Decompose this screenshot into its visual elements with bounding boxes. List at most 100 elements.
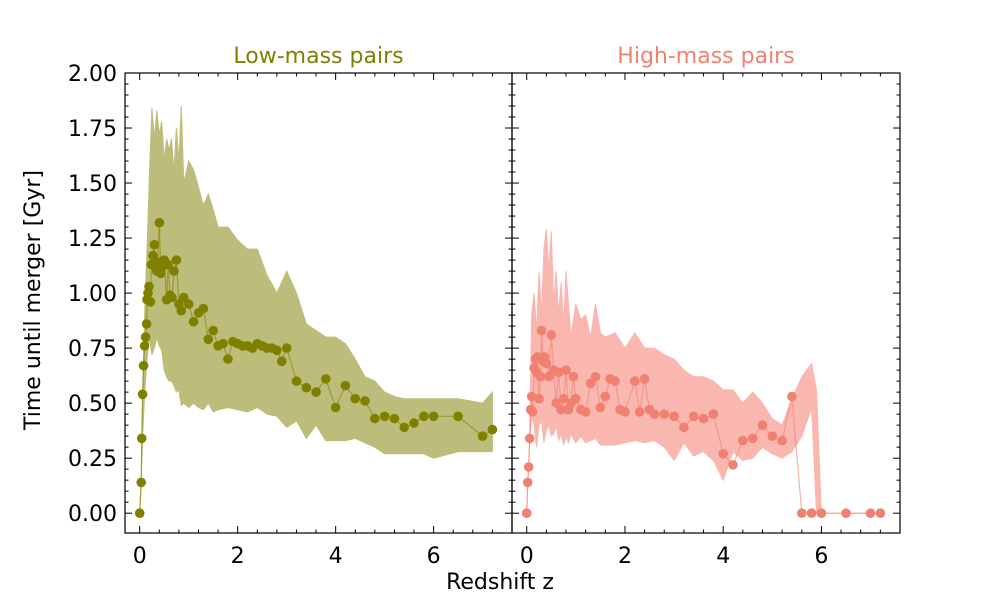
data-point xyxy=(139,341,150,351)
data-point xyxy=(524,433,535,444)
data-point xyxy=(787,391,797,402)
data-point xyxy=(163,259,173,270)
data-point xyxy=(558,393,569,404)
x-tick-label: 4 xyxy=(716,544,730,569)
data-point xyxy=(453,411,463,422)
x-tick-label: 6 xyxy=(814,544,828,569)
data-point xyxy=(389,413,400,424)
data-point xyxy=(136,477,146,488)
data-point xyxy=(428,411,439,422)
data-point xyxy=(144,281,154,292)
panel-title: High-mass pairs xyxy=(617,44,794,69)
data-point xyxy=(600,391,611,402)
data-point xyxy=(379,411,390,422)
confidence-band xyxy=(139,105,493,514)
x-tick-label: 6 xyxy=(427,544,441,569)
data-point xyxy=(134,508,145,518)
data-point xyxy=(136,433,147,444)
data-point xyxy=(610,376,620,386)
data-point xyxy=(747,433,758,444)
data-point xyxy=(321,374,331,384)
data-point xyxy=(806,508,817,518)
data-point xyxy=(330,402,341,413)
data-point xyxy=(757,420,768,431)
data-point xyxy=(176,305,187,316)
data-point xyxy=(188,316,199,327)
data-point xyxy=(301,382,312,393)
data-point xyxy=(595,402,606,413)
data-point xyxy=(585,378,596,389)
low-mass-panel: 0.00 0.25 0.50 0.75 1.00 1.25 1.50 1.75 2.00 0 2 4 6… xyxy=(68,44,513,569)
y-tick-label: 1.00 xyxy=(68,282,117,307)
data-point xyxy=(580,407,591,417)
data-point xyxy=(708,409,719,419)
data-point xyxy=(679,422,689,433)
y-tick-label: 1.25 xyxy=(68,227,117,252)
data-point xyxy=(535,371,546,382)
data-point xyxy=(167,292,177,303)
data-point xyxy=(171,255,182,265)
data-point xyxy=(218,338,228,349)
data-point xyxy=(340,380,351,391)
data-point xyxy=(728,460,738,470)
data-point xyxy=(797,508,807,518)
data-point xyxy=(551,398,561,408)
data-point xyxy=(145,297,156,307)
x-tick-label: 4 xyxy=(329,544,343,569)
data-point xyxy=(523,462,534,472)
y-tick-label: 1.75 xyxy=(68,117,117,142)
data-point xyxy=(311,387,321,397)
data-point xyxy=(140,332,151,342)
data-point xyxy=(541,358,552,369)
data-point xyxy=(521,508,532,518)
data-point xyxy=(154,217,165,228)
data-point xyxy=(639,374,650,384)
data-point xyxy=(590,371,601,382)
data-point xyxy=(291,376,302,386)
data-point xyxy=(281,343,292,353)
data-point xyxy=(534,393,544,404)
data-point xyxy=(198,303,209,314)
data-point xyxy=(138,360,149,371)
data-point xyxy=(698,413,709,424)
data-point xyxy=(816,508,827,518)
data-point xyxy=(527,407,538,417)
data-point xyxy=(767,431,778,442)
data-point xyxy=(360,396,370,406)
y-tick-label: 0.25 xyxy=(68,447,117,472)
data-point xyxy=(526,391,537,402)
data-point xyxy=(522,477,533,488)
data-point xyxy=(865,508,876,518)
data-point xyxy=(208,325,218,336)
data-point xyxy=(620,407,630,417)
y-tick-label: 0.75 xyxy=(68,337,117,362)
data-point xyxy=(556,404,566,415)
data-point xyxy=(777,435,787,446)
data-point xyxy=(149,239,160,250)
axes-frame xyxy=(511,72,901,534)
data-point xyxy=(370,413,380,424)
data-point xyxy=(630,376,640,386)
data-point xyxy=(272,345,282,356)
data-point xyxy=(203,334,214,345)
data-point xyxy=(568,371,579,382)
data-point xyxy=(536,325,547,336)
data-point xyxy=(553,367,564,378)
data-point xyxy=(141,319,152,329)
data-point xyxy=(487,424,498,435)
data-point xyxy=(419,411,429,422)
data-point xyxy=(277,356,287,367)
y-axis-label: Time until merger [Gyr] xyxy=(21,170,46,431)
data-point xyxy=(738,435,748,446)
data-point xyxy=(669,411,679,422)
data-point xyxy=(223,354,233,364)
data-point xyxy=(169,266,179,276)
data-point xyxy=(409,418,419,428)
data-point xyxy=(875,508,886,518)
y-tick-label: 0.50 xyxy=(68,392,117,417)
data-point xyxy=(561,365,571,375)
x-tick-label: 2 xyxy=(618,544,632,569)
data-point xyxy=(148,250,158,261)
x-tick-label: 0 xyxy=(520,544,534,569)
